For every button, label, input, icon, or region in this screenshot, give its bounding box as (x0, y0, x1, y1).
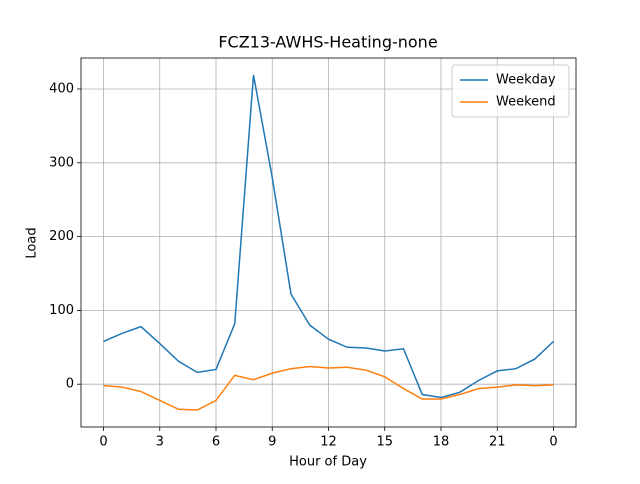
y-tick-label: 200 (49, 229, 74, 244)
x-tick-label: 0 (549, 435, 557, 450)
x-tick-label: 12 (320, 435, 337, 450)
x-tick-label: 15 (376, 435, 393, 450)
series-line (103, 365, 554, 411)
y-tick-label: 400 (49, 81, 74, 96)
x-tick-label: 18 (433, 435, 450, 450)
legend-label: Weekday (496, 73, 556, 88)
x-tick-label: 6 (212, 435, 220, 450)
series-line (103, 74, 555, 399)
y-tick-label: 300 (49, 155, 74, 170)
y-axis-label: Load (25, 227, 40, 258)
x-tick-label: 21 (489, 435, 506, 450)
y-tick-label: 100 (49, 303, 74, 318)
x-tick-label: 3 (156, 435, 164, 450)
legend-box (451, 64, 570, 118)
chart-title: FCZ13-AWHS-Heating-none (218, 33, 437, 52)
y-tick-label: 0 (66, 377, 74, 392)
plot-frame (80, 57, 577, 428)
legend-label: Weekend (496, 95, 556, 110)
x-axis-label: Hour of Day (289, 455, 367, 470)
x-tick-label: 9 (268, 435, 276, 450)
x-tick-label: 0 (99, 435, 107, 450)
